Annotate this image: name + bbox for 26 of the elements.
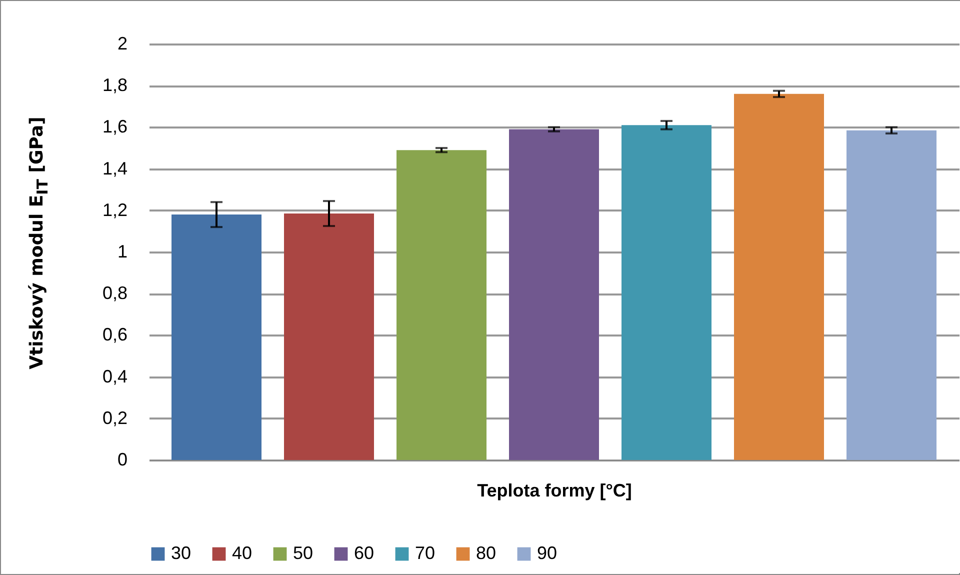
y-tick-label: 1,8: [102, 75, 128, 96]
y-tick-label: 1: [117, 242, 128, 262]
y-tick-label: 0,2: [102, 408, 128, 428]
legend-label: 30: [171, 543, 192, 563]
legend-label: 40: [232, 543, 252, 563]
bar: [622, 125, 712, 460]
bar: [396, 150, 486, 460]
bar: [172, 214, 262, 460]
y-tick-label: 0: [117, 450, 128, 470]
legend-label: 90: [537, 543, 558, 563]
x-axis-title: Teplota formy [°C]: [477, 480, 632, 500]
y-tick-label: 1,4: [102, 158, 128, 178]
bar: [734, 94, 824, 460]
y-tick-label: 0,4: [102, 366, 128, 386]
legend-label: 80: [476, 543, 496, 563]
y-tick-label: 1,2: [102, 200, 128, 220]
legend-label: 50: [293, 543, 314, 563]
y-tick-label: 2: [117, 34, 128, 54]
bar: [284, 214, 374, 460]
y-tick-label: 0,8: [102, 283, 128, 304]
legend-label: 70: [415, 543, 436, 563]
y-tick-label: 1,6: [102, 116, 128, 137]
y-tick-label: 0,6: [102, 324, 128, 345]
legend-label: 60: [354, 543, 374, 563]
bar: [846, 130, 936, 460]
bar: [509, 129, 599, 460]
